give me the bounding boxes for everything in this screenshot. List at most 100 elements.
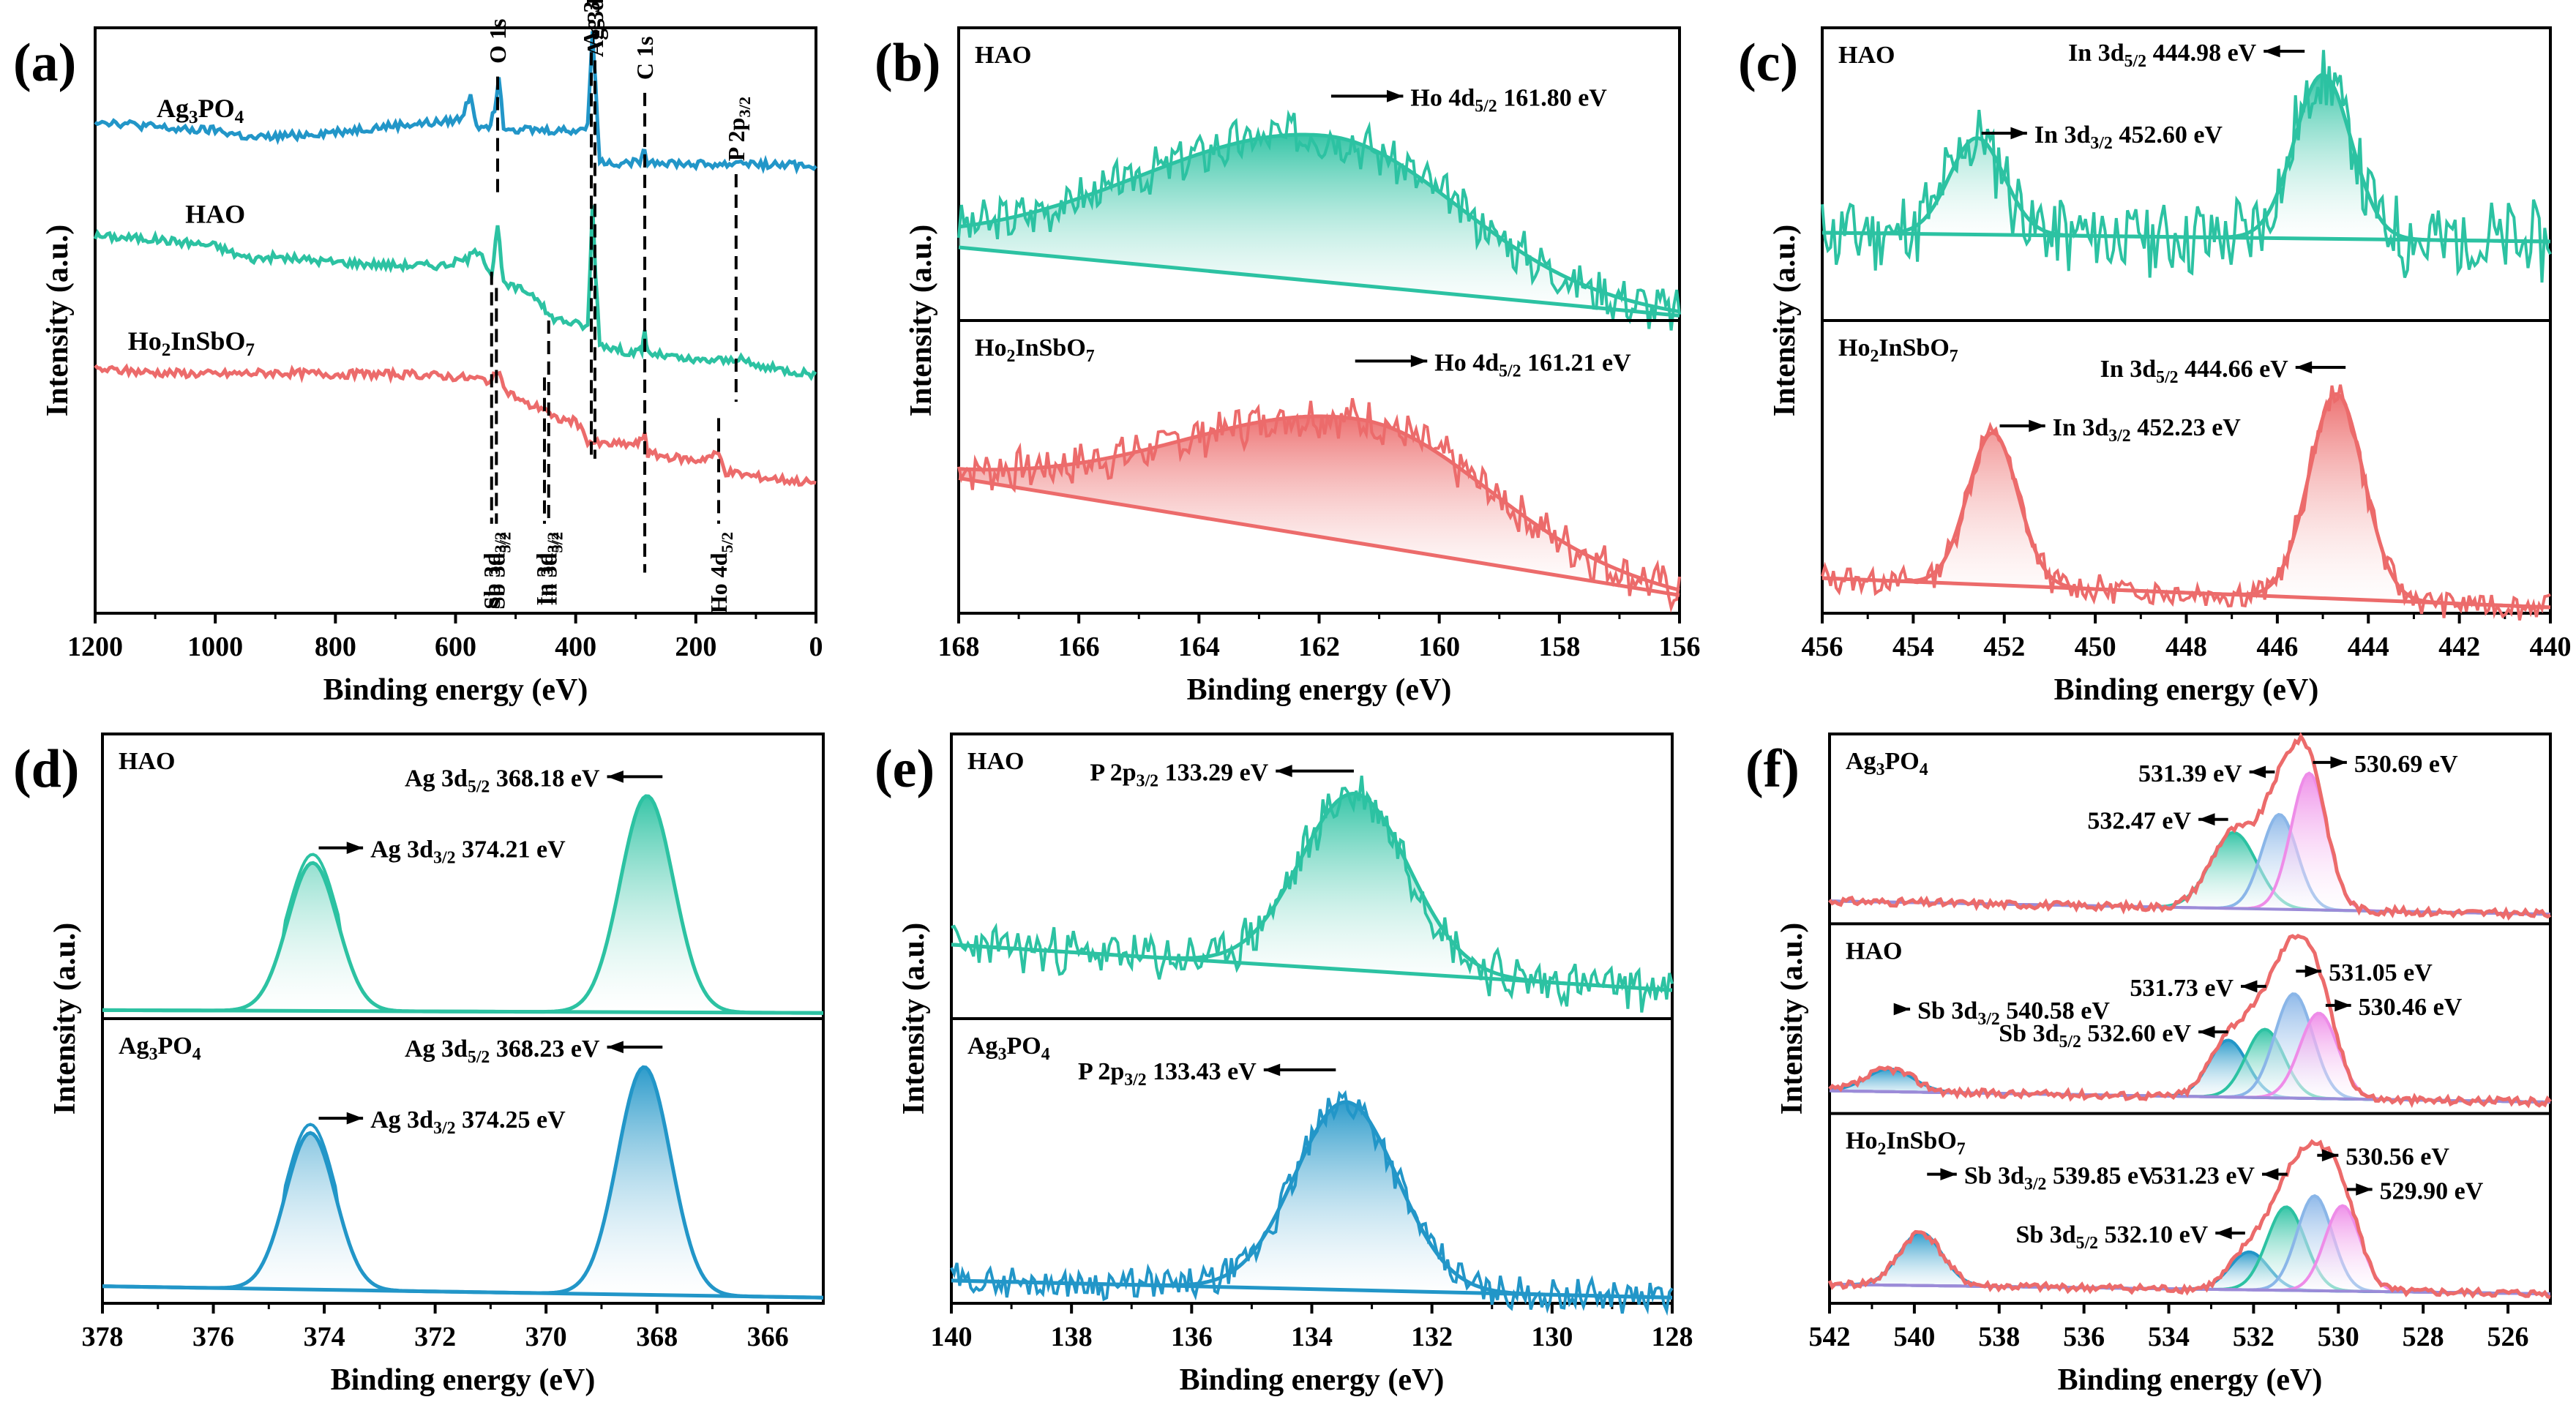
peak-label: In 3d3/2 452.23 eV xyxy=(2053,414,2242,446)
fit-line xyxy=(102,794,823,1015)
peak-fill xyxy=(959,416,1680,596)
peak-label: 529.90 eV xyxy=(2380,1177,2484,1205)
arrow-head xyxy=(1276,765,1292,777)
y-axis-label: Intensity (a.u.) xyxy=(41,225,75,417)
x-axis-label: Binding energy (eV) xyxy=(323,673,588,707)
panel-label: (a) xyxy=(13,33,76,93)
raw-data-line xyxy=(957,397,1681,613)
peak-fill xyxy=(1822,75,2550,241)
raw-data-line xyxy=(950,1090,1674,1316)
arrow-head xyxy=(1410,354,1428,367)
x-tick-label: 800 xyxy=(315,632,356,662)
arrow-head xyxy=(2198,813,2215,826)
panel-label: (d) xyxy=(13,739,79,799)
peak-marker-label: P 2p3/2 xyxy=(723,97,754,161)
x-tick-label: 1000 xyxy=(187,632,243,662)
arrow-head xyxy=(2295,361,2313,374)
peak-marker-label: Ag 3d5/2 xyxy=(582,0,613,57)
peak-label: 530.46 eV xyxy=(2359,994,2463,1021)
y-axis-label: Intensity (a.u.) xyxy=(1768,225,1802,417)
peak-label: Ho 4d5/2 161.80 eV xyxy=(1410,84,1607,116)
x-tick-label: 132 xyxy=(1411,1322,1453,1352)
x-tick-label: 368 xyxy=(636,1322,678,1352)
panel-label: (e) xyxy=(875,739,935,799)
arrow-head xyxy=(1387,89,1404,102)
series-line-Ag3PO4 xyxy=(94,31,817,175)
arrow-head xyxy=(607,1041,624,1054)
arrow-head xyxy=(2304,964,2322,978)
panel-label: (c) xyxy=(1738,33,1798,93)
peak-marker-label: Ho 4d5/2 xyxy=(705,532,736,613)
baseline xyxy=(951,943,1673,992)
arrow-head xyxy=(1263,1063,1281,1076)
x-tick-label: 200 xyxy=(675,632,716,662)
x-tick-label: 156 xyxy=(1659,632,1701,662)
arrow-head xyxy=(346,1112,364,1125)
x-tick-label: 166 xyxy=(1058,632,1100,662)
peak-label: Ag 3d3/2 374.25 eV xyxy=(370,1106,566,1138)
peak-marker-label: C 1s xyxy=(632,37,658,80)
x-tick-label: 542 xyxy=(1809,1322,1851,1352)
x-tick-label: 456 xyxy=(1802,632,1843,662)
peak-label: 531.73 eV xyxy=(2130,975,2234,1002)
panel-4: 140 138 136 134 132 130 128 Binding energy (eV)… xyxy=(875,733,1693,1397)
y-axis-label: Intensity (a.u.) xyxy=(905,225,938,417)
peak-label: 530.69 eV xyxy=(2354,751,2458,778)
y-axis-label: Intensity (a.u.) xyxy=(897,923,931,1115)
peak-label: 532.47 eV xyxy=(2087,808,2191,835)
x-tick-label: 366 xyxy=(747,1322,789,1352)
x-tick-label: 536 xyxy=(2063,1322,2105,1352)
arrow-head xyxy=(2241,980,2258,993)
x-tick-label: 378 xyxy=(82,1322,124,1352)
subplot-name: Ho2InSbO7 xyxy=(975,334,1095,366)
x-axis-label: Binding energy (eV) xyxy=(331,1363,596,1397)
fit-line xyxy=(102,1065,823,1300)
x-axis-label: Binding energy (eV) xyxy=(2054,673,2319,707)
peak-label: In 3d5/2 444.66 eV xyxy=(2100,356,2289,387)
arrow-head xyxy=(2334,999,2351,1012)
x-tick-label: 370 xyxy=(525,1322,567,1352)
peak-label: In 3d3/2 452.60 eV xyxy=(2034,121,2223,153)
arrow-head xyxy=(1940,1168,1957,1181)
peak-marker-label: Ag 3d3/2 xyxy=(578,0,609,48)
peak-fill xyxy=(959,135,1680,316)
peak-label: 531.05 eV xyxy=(2329,959,2433,986)
x-tick-label: 440 xyxy=(2530,632,2572,662)
peak-label: Ho 4d5/2 161.21 eV xyxy=(1434,349,1631,381)
arrow-head xyxy=(2215,1226,2232,1240)
arrow-head xyxy=(346,842,364,854)
x-axis-label: Binding energy (eV) xyxy=(1180,1363,1445,1397)
x-tick-label: 1200 xyxy=(67,632,123,662)
x-tick-label: 400 xyxy=(555,632,596,662)
arrow-head xyxy=(1893,1003,1911,1016)
subplot-name: HAO xyxy=(1846,937,1902,964)
peak-label: Sb 3d3/2 539.85 eV xyxy=(1964,1163,2157,1194)
subplot-name: HAO xyxy=(1838,42,1895,69)
peak-label: Sb 3d5/2 532.10 eV xyxy=(2015,1221,2208,1253)
peak-label: 531.39 eV xyxy=(2138,760,2242,787)
raw-data-line xyxy=(1828,732,2552,921)
peak-label: Ag 3d3/2 374.21 eV xyxy=(370,836,566,868)
x-tick-label: 526 xyxy=(2487,1322,2529,1352)
arrow-head xyxy=(2249,765,2266,779)
subplot-name: Ag3PO4 xyxy=(967,1033,1050,1064)
arrow-head xyxy=(2010,127,2027,140)
raw-data-line xyxy=(102,794,823,1015)
raw-data-line xyxy=(102,1065,823,1300)
panel-frame xyxy=(1828,733,2552,1305)
panel-3: 378 376 374 372 370 368 366 Binding energy (eV)… xyxy=(13,733,825,1397)
panel-2: 456 454 452 450 448 446 444 442 440 Binding energ… xyxy=(1738,26,2572,707)
arrow-head xyxy=(2029,419,2045,432)
arrow-head xyxy=(607,770,624,783)
peak-fill xyxy=(951,793,1672,991)
x-tick-label: 140 xyxy=(931,1322,973,1352)
component-fill xyxy=(1830,1205,2550,1294)
x-tick-label: 136 xyxy=(1171,1322,1213,1352)
y-axis-label: Intensity (a.u.) xyxy=(48,923,82,1115)
arrow-head xyxy=(2321,1149,2339,1162)
x-tick-label: 600 xyxy=(435,632,476,662)
subplot-name: Ho2InSbO7 xyxy=(1846,1128,1966,1159)
arrow-head xyxy=(2330,756,2347,769)
x-tick-label: 164 xyxy=(1178,632,1220,662)
peak-fill xyxy=(102,795,823,1014)
